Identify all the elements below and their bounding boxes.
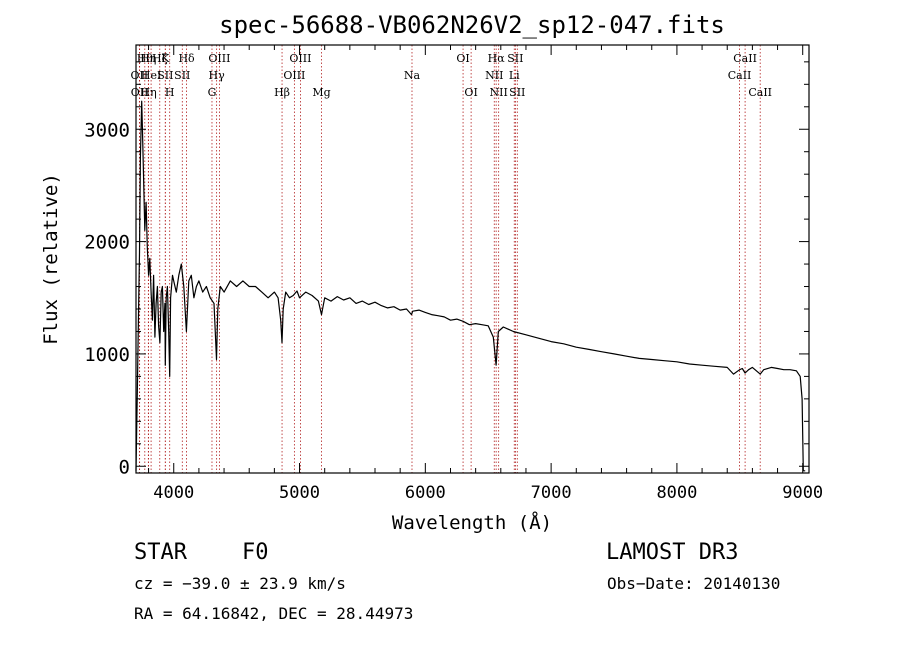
marker-label: H	[165, 86, 175, 99]
chart-title: spec-56688-VB062N26V2_sp12-047.fits	[219, 11, 725, 39]
marker-label: Hη	[140, 52, 156, 65]
marker-label: Li	[509, 69, 520, 82]
marker-label: HeI	[141, 69, 161, 82]
axis-ticks: 4000 5000 6000 7000 8000 9000 0 1000 2000 3000	[84, 45, 823, 503]
marker-label: OII	[131, 69, 149, 82]
marker-label: SII	[157, 69, 173, 82]
y-tick-label: 2000	[84, 232, 130, 254]
marker-label: Na	[404, 69, 421, 82]
x-tick-label: 8000	[656, 483, 697, 503]
marker-label: OIII	[283, 69, 305, 82]
coordinates-text: RA = 64.16842, DEC = 28.44973	[134, 604, 414, 623]
marker-label: CaII	[728, 69, 752, 82]
marker-label: OI	[464, 86, 477, 99]
marker-labels: OIIOIIHθHηHηHeIHζKSIIHSIIHδGHγOIIIHβOIII…	[131, 52, 772, 99]
plot-frame	[135, 44, 810, 474]
marker-label: Hδ	[178, 52, 195, 65]
marker-label: SII	[174, 69, 190, 82]
marker-label: Hθ	[137, 52, 154, 65]
marker-label: G	[208, 86, 217, 99]
spectral-subclass: F0	[242, 540, 269, 565]
marker-label: Hγ	[209, 69, 226, 82]
x-tick-label: 7000	[531, 483, 572, 503]
marker-label: Hη	[140, 86, 156, 99]
object-class: STAR	[134, 540, 187, 565]
marker-label: Hβ	[274, 86, 290, 99]
x-tick-label: 4000	[153, 483, 194, 503]
marker-label: OIII	[208, 52, 230, 65]
marker-label: NII	[490, 86, 508, 99]
x-tick-label: 9000	[782, 483, 823, 503]
marker-label: SII	[509, 86, 525, 99]
marker-label: Mg	[312, 86, 330, 99]
y-tick-label: 1000	[84, 344, 130, 366]
obs-date-text: Obs−Date: 20140130	[607, 574, 781, 593]
x-tick-label: 5000	[279, 483, 320, 503]
marker-label: OII	[131, 86, 149, 99]
marker-label: SII	[507, 52, 523, 65]
marker-label: Hα	[488, 52, 506, 65]
y-axis-label: Flux (relative)	[40, 173, 62, 345]
marker-label: OI	[456, 52, 469, 65]
spectrum-line	[135, 100, 806, 472]
marker-label: K	[161, 52, 170, 65]
spectrum-series	[135, 100, 806, 472]
survey-name: LAMOST DR3	[606, 540, 739, 565]
marker-label: OIII	[289, 52, 311, 65]
marker-label: Hζ	[152, 52, 168, 65]
redshift-text: cz = −39.0 ± 23.9 km/s	[134, 574, 346, 593]
x-axis-label: Wavelength (Å)	[392, 511, 552, 534]
marker-label: NII	[485, 69, 503, 82]
marker-label: CaII	[733, 52, 757, 65]
x-tick-label: 6000	[405, 483, 446, 503]
y-tick-label: 0	[119, 456, 130, 478]
line-markers	[138, 45, 761, 473]
y-tick-label: 3000	[84, 119, 130, 141]
marker-label: CaII	[748, 86, 772, 99]
axes	[135, 44, 810, 474]
